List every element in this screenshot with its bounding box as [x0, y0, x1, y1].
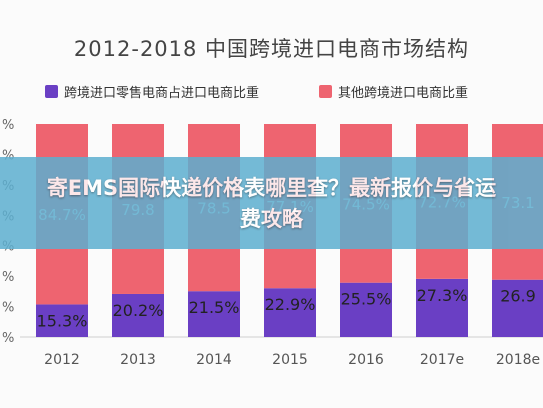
- y-tick-label: %: [2, 301, 14, 316]
- legend-swatch-other: [319, 85, 332, 98]
- legend-label-other: 其他跨境进口电商比重: [338, 86, 469, 101]
- chart-title: 2012-2018 中国跨境进口电商市场结构: [73, 37, 470, 61]
- bar-segment-retail: [492, 279, 543, 337]
- legend-swatch-retail: [45, 85, 58, 98]
- data-label-retail: 21.5%: [189, 298, 240, 317]
- data-label-retail: 15.3%: [37, 311, 88, 330]
- data-label-retail: 27.3%: [417, 286, 468, 305]
- y-tick-label: %: [2, 118, 14, 133]
- x-tick-label: 2016: [348, 352, 384, 368]
- data-label-retail: 22.9%: [265, 295, 316, 314]
- x-tick-label: 2015: [272, 352, 308, 368]
- bar-segment-retail: [188, 291, 240, 337]
- x-tick-label: 2012: [44, 352, 80, 368]
- y-tick-label: %: [2, 331, 14, 346]
- bar-segment-retail: [36, 304, 88, 337]
- legend-item-other: 其他跨境进口电商比重: [319, 82, 468, 101]
- bar-segment-retail: [264, 288, 316, 337]
- x-tick-label: 2013: [120, 352, 156, 368]
- data-label-retail: 25.5%: [341, 290, 392, 309]
- bar-segment-retail: [112, 293, 164, 337]
- x-tick-label: 2018e: [496, 352, 540, 368]
- title-banner: 寄EMS国际快递价格表哪里查？最新报价与省运费攻略: [0, 157, 543, 249]
- legend-label-retail: 跨境进口零售电商占进口电商比重: [64, 86, 260, 101]
- x-tick-label: 2017e: [420, 352, 464, 368]
- data-label-retail: 26.9: [500, 287, 536, 306]
- bar-segment-retail: [340, 282, 392, 337]
- legend-item-retail: 跨境进口零售电商占进口电商比重: [45, 82, 259, 101]
- x-tick-label: 2014: [196, 352, 232, 368]
- bar-segment-retail: [416, 278, 468, 337]
- banner-headline: 寄EMS国际快递价格表哪里查？最新报价与省运费攻略: [46, 176, 497, 231]
- y-tick-label: %: [2, 270, 14, 285]
- data-label-retail: 20.2%: [113, 301, 164, 320]
